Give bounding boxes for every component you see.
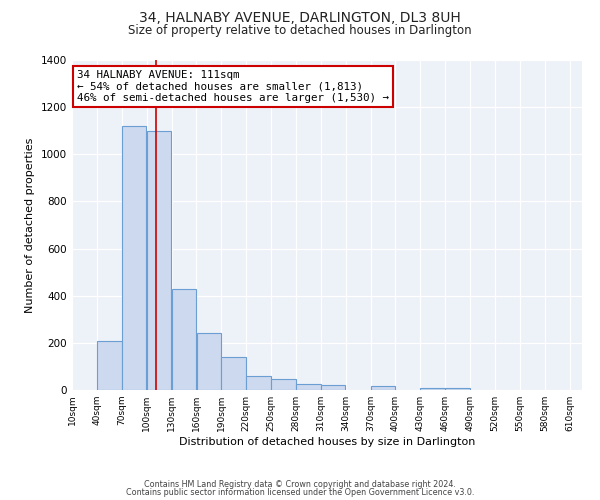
Bar [421,388,445,390]
Bar [271,380,296,390]
Bar [97,340,122,390]
Bar [197,334,221,390]
Bar [296,384,320,390]
Bar [445,388,470,390]
Y-axis label: Number of detached properties: Number of detached properties [25,138,35,312]
Text: 34 HALNABY AVENUE: 111sqm
← 54% of detached houses are smaller (1,813)
46% of se: 34 HALNABY AVENUE: 111sqm ← 54% of detac… [77,70,389,103]
Text: 34, HALNABY AVENUE, DARLINGTON, DL3 8UH: 34, HALNABY AVENUE, DARLINGTON, DL3 8UH [139,11,461,25]
Text: Size of property relative to detached houses in Darlington: Size of property relative to detached ho… [128,24,472,37]
Text: Contains HM Land Registry data © Crown copyright and database right 2024.: Contains HM Land Registry data © Crown c… [144,480,456,489]
Bar [371,386,395,390]
Bar [221,357,246,390]
X-axis label: Distribution of detached houses by size in Darlington: Distribution of detached houses by size … [179,437,475,447]
Bar [247,376,271,390]
Bar [321,386,346,390]
Text: Contains public sector information licensed under the Open Government Licence v3: Contains public sector information licen… [126,488,474,497]
Bar [122,126,146,390]
Bar [147,130,172,390]
Bar [172,288,196,390]
